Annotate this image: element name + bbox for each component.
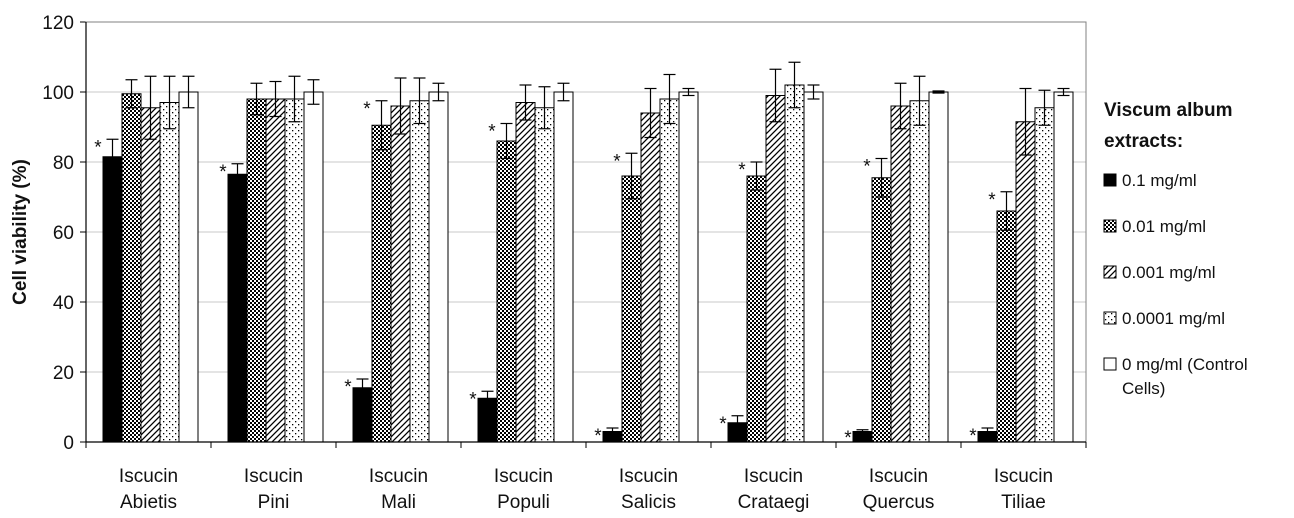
y-axis-tick-labels: 0 20 40 60 80 100 120 xyxy=(42,13,74,454)
y-tick-label: 80 xyxy=(53,153,74,174)
bar xyxy=(890,105,911,443)
y-tick-label: 120 xyxy=(42,13,74,34)
significance-star: * xyxy=(863,157,871,178)
x-category-label: Iscucin xyxy=(994,466,1053,487)
x-category-label: Iscucin xyxy=(744,466,803,487)
bar xyxy=(996,210,1017,443)
bar xyxy=(640,112,661,443)
x-axis-category-labels: Iscucin Abietis Iscucin Pini Iscucin Mali Iscu… xyxy=(119,466,1053,513)
legend-title: Viscum album xyxy=(1104,100,1232,121)
legend-label: Cells) xyxy=(1122,379,1165,398)
bar xyxy=(227,173,248,443)
bar xyxy=(928,91,949,443)
x-category-label: Quercus xyxy=(863,492,935,513)
x-category-label: Salicis xyxy=(621,492,676,513)
bar xyxy=(409,100,430,443)
x-category-label: Iscucin xyxy=(494,466,553,487)
bars-group xyxy=(102,84,1074,443)
significance-star: * xyxy=(844,428,852,449)
bar xyxy=(909,100,930,443)
significance-markers: * * * * * * * * * * * * * * xyxy=(94,99,996,449)
significance-star: * xyxy=(488,122,496,143)
legend-label: 0.1 mg/ml xyxy=(1122,171,1197,190)
legend-swatch xyxy=(1103,173,1117,187)
y-tick-label: 40 xyxy=(53,293,74,314)
bar xyxy=(140,107,161,443)
bar xyxy=(871,177,892,443)
x-category-label: Iscucin xyxy=(869,466,928,487)
x-category-label: Iscucin xyxy=(369,466,428,487)
bar xyxy=(621,175,642,443)
bar xyxy=(371,124,392,443)
bar xyxy=(1034,107,1055,443)
y-axis-label: Cell viability (%) xyxy=(10,159,31,305)
y-tick-label: 20 xyxy=(53,363,74,384)
legend-swatch xyxy=(1103,311,1117,325)
legend-label: 0.01 mg/ml xyxy=(1122,217,1206,236)
bar xyxy=(746,175,767,443)
significance-star: * xyxy=(969,426,977,447)
bar xyxy=(784,84,805,443)
legend-swatch xyxy=(1103,357,1117,371)
x-category-label: Pini xyxy=(258,492,290,513)
y-tick-label: 100 xyxy=(42,83,74,104)
significance-star: * xyxy=(988,190,996,211)
y-tick-label: 60 xyxy=(53,223,74,244)
x-category-label: Crataegi xyxy=(738,492,810,513)
y-tick-label: 0 xyxy=(63,433,74,454)
bar xyxy=(159,102,180,443)
significance-star: * xyxy=(344,377,352,398)
bar xyxy=(678,91,699,443)
legend: Viscum album extracts: 0.1 mg/ml 0.01 mg/ml… xyxy=(1103,100,1248,398)
bar xyxy=(390,105,411,443)
legend-swatch xyxy=(1103,265,1117,279)
bar xyxy=(496,140,517,443)
bar xyxy=(121,93,142,443)
bar xyxy=(765,95,786,443)
significance-star: * xyxy=(594,426,602,447)
bar xyxy=(428,91,449,443)
x-category-label: Iscucin xyxy=(244,466,303,487)
legend-swatch xyxy=(1103,219,1117,233)
x-category-label: Tiliae xyxy=(1001,492,1046,513)
x-category-label: Populi xyxy=(497,492,550,513)
bar xyxy=(659,98,680,443)
significance-star: * xyxy=(613,151,621,172)
significance-star: * xyxy=(363,99,371,120)
bar xyxy=(1015,121,1036,443)
bar xyxy=(303,91,324,443)
legend-label: 0 mg/ml (Control xyxy=(1122,355,1248,374)
significance-star: * xyxy=(738,160,746,181)
legend-title: extracts: xyxy=(1104,131,1183,152)
significance-star: * xyxy=(94,137,102,158)
bar xyxy=(265,98,286,443)
bar xyxy=(284,98,305,443)
bar xyxy=(515,102,536,443)
bar xyxy=(534,107,555,443)
significance-star: * xyxy=(719,414,727,435)
x-category-label: Iscucin xyxy=(619,466,678,487)
legend-label: 0.001 mg/ml xyxy=(1122,263,1216,282)
significance-star: * xyxy=(469,389,477,410)
axes xyxy=(85,21,1087,448)
bar xyxy=(803,91,824,443)
bar xyxy=(102,156,123,443)
error-bars-group xyxy=(106,61,1070,436)
x-category-label: Mali xyxy=(381,492,416,513)
significance-star: * xyxy=(219,162,227,183)
bar xyxy=(178,91,199,443)
bar xyxy=(553,91,574,443)
legend-label: 0.0001 mg/ml xyxy=(1122,309,1225,328)
bar xyxy=(1053,91,1074,443)
x-category-label: Abietis xyxy=(120,492,177,513)
x-category-label: Iscucin xyxy=(119,466,178,487)
bar xyxy=(246,98,267,443)
